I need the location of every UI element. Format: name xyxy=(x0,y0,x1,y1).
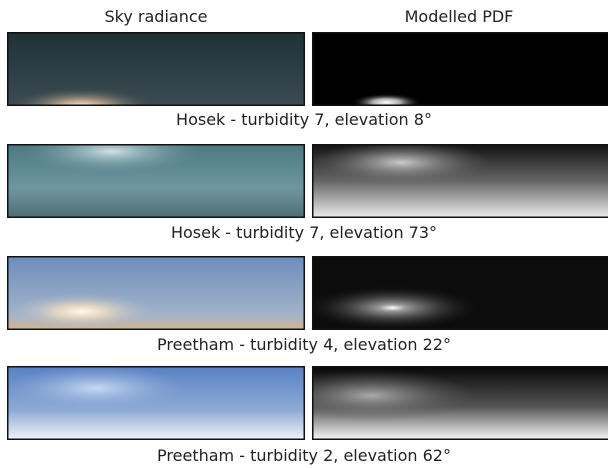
sky-image xyxy=(7,32,305,106)
pdf-image xyxy=(312,32,608,106)
caption: Preetham - turbidity 4, elevation 22° xyxy=(0,335,608,354)
sky-image xyxy=(7,366,305,440)
column-header: Modelled PDF xyxy=(310,7,608,26)
pdf-image xyxy=(312,256,608,330)
caption: Hosek - turbidity 7, elevation 73° xyxy=(0,223,608,242)
sky-image xyxy=(7,144,305,218)
column-header: Sky radiance xyxy=(7,7,305,26)
pdf-image xyxy=(312,144,608,218)
sky-image xyxy=(7,256,305,330)
figure: Sky radiance Modelled PDF Hosek - turbid… xyxy=(0,0,608,468)
caption: Hosek - turbidity 7, elevation 8° xyxy=(0,110,608,129)
caption: Preetham - turbidity 2, elevation 62° xyxy=(0,446,608,465)
pdf-image xyxy=(312,366,608,440)
